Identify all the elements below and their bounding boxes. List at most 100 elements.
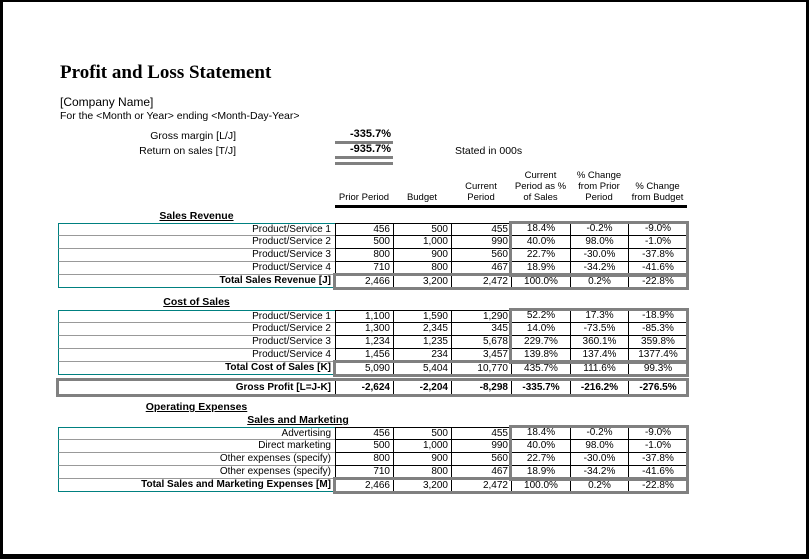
pct-cell[interactable]: 18.9% [511, 262, 570, 275]
value-cell[interactable]: 1,000 [393, 236, 451, 249]
pct-cell[interactable]: -30.0% [570, 249, 628, 262]
value-cell[interactable]: 500 [393, 223, 451, 236]
value-cell[interactable]: 500 [335, 440, 393, 453]
value-cell[interactable]: 1,300 [335, 323, 393, 336]
total-value-cell[interactable]: -22.8% [628, 479, 687, 492]
value-cell[interactable]: 500 [393, 427, 451, 440]
total-value-cell[interactable]: 0.2% [570, 275, 628, 288]
company-name-placeholder[interactable]: [Company Name] [60, 95, 154, 109]
pct-cell[interactable]: 1377.4% [628, 349, 687, 362]
value-cell[interactable]: 3,457 [451, 349, 511, 362]
value-cell[interactable]: 560 [451, 249, 511, 262]
pct-cell[interactable]: 360.1% [570, 336, 628, 349]
pct-cell[interactable]: -18.9% [628, 310, 687, 323]
value-cell[interactable]: 1,235 [393, 336, 451, 349]
pct-cell[interactable]: -34.2% [570, 262, 628, 275]
gross-margin-value[interactable]: -335.7% [335, 128, 393, 144]
pct-cell[interactable]: -73.5% [570, 323, 628, 336]
pct-cell[interactable]: -0.2% [570, 223, 628, 236]
value-cell[interactable]: 800 [335, 453, 393, 466]
value-cell[interactable]: 560 [451, 453, 511, 466]
pct-cell[interactable]: -9.0% [628, 427, 687, 440]
total-value-cell[interactable]: 435.7% [511, 362, 570, 375]
value-cell[interactable]: 455 [451, 427, 511, 440]
value-cell[interactable]: 900 [393, 453, 451, 466]
value-cell[interactable]: 2,345 [393, 323, 451, 336]
pct-cell[interactable]: 18.4% [511, 223, 570, 236]
value-cell[interactable]: 800 [393, 466, 451, 479]
pct-cell[interactable]: 18.4% [511, 427, 570, 440]
value-cell[interactable]: 1,456 [335, 349, 393, 362]
pct-cell[interactable]: -9.0% [628, 223, 687, 236]
total-value-cell[interactable]: 111.6% [570, 362, 628, 375]
pct-cell[interactable]: 98.0% [570, 236, 628, 249]
pct-cell[interactable]: -1.0% [628, 236, 687, 249]
value-cell[interactable]: 345 [451, 323, 511, 336]
gross-profit-value-cell[interactable]: -276.5% [628, 380, 687, 395]
value-cell[interactable]: 900 [393, 249, 451, 262]
value-cell[interactable]: 800 [393, 262, 451, 275]
value-cell[interactable]: 500 [335, 236, 393, 249]
value-cell[interactable]: 1,590 [393, 310, 451, 323]
total-value-cell[interactable]: 10,770 [451, 362, 511, 375]
pct-cell[interactable]: -37.8% [628, 453, 687, 466]
pct-cell[interactable]: -34.2% [570, 466, 628, 479]
pct-cell[interactable]: -30.0% [570, 453, 628, 466]
gross-profit-value-cell[interactable]: -335.7% [511, 380, 570, 395]
total-value-cell[interactable]: 2,466 [335, 275, 393, 288]
value-cell[interactable]: 234 [393, 349, 451, 362]
total-value-cell[interactable]: 0.2% [570, 479, 628, 492]
total-value-cell[interactable]: -22.8% [628, 275, 687, 288]
pct-cell[interactable]: -41.6% [628, 262, 687, 275]
pct-cell[interactable]: 22.7% [511, 453, 570, 466]
total-value-cell[interactable]: 2,472 [451, 275, 511, 288]
pct-cell[interactable]: 137.4% [570, 349, 628, 362]
value-cell[interactable]: 467 [451, 262, 511, 275]
pct-cell[interactable]: 17.3% [570, 310, 628, 323]
pct-cell[interactable]: 14.0% [511, 323, 570, 336]
value-cell[interactable]: 990 [451, 440, 511, 453]
pct-cell[interactable]: 139.8% [511, 349, 570, 362]
value-cell[interactable]: 990 [451, 236, 511, 249]
pct-cell[interactable]: -37.8% [628, 249, 687, 262]
gross-profit-value-cell[interactable]: -2,204 [393, 380, 451, 395]
value-cell[interactable]: 800 [335, 249, 393, 262]
total-value-cell[interactable]: 100.0% [511, 479, 570, 492]
value-cell[interactable]: 455 [451, 223, 511, 236]
pct-cell[interactable]: -85.3% [628, 323, 687, 336]
value-cell[interactable]: 456 [335, 427, 393, 440]
gross-profit-value-cell[interactable]: -216.2% [570, 380, 628, 395]
value-cell[interactable]: 1,000 [393, 440, 451, 453]
pct-cell[interactable]: 18.9% [511, 466, 570, 479]
value-cell[interactable]: 467 [451, 466, 511, 479]
return-on-sales-value[interactable]: -935.7% [335, 143, 393, 159]
pct-cell[interactable]: 40.0% [511, 236, 570, 249]
pct-cell[interactable]: 98.0% [570, 440, 628, 453]
value-cell[interactable]: 1,234 [335, 336, 393, 349]
pct-cell[interactable]: 229.7% [511, 336, 570, 349]
total-value-cell[interactable]: 3,200 [393, 275, 451, 288]
gross-profit-value-cell[interactable]: -8,298 [451, 380, 511, 395]
gross-profit-value-cell[interactable]: -2,624 [335, 380, 393, 395]
value-cell[interactable]: 1,290 [451, 310, 511, 323]
value-cell[interactable]: 456 [335, 223, 393, 236]
pct-cell[interactable]: 40.0% [511, 440, 570, 453]
period-line[interactable]: For the <Month or Year> ending <Month-Da… [60, 110, 300, 122]
value-cell[interactable]: 710 [335, 466, 393, 479]
pct-cell[interactable]: -1.0% [628, 440, 687, 453]
value-cell[interactable]: 5,678 [451, 336, 511, 349]
total-value-cell[interactable]: 100.0% [511, 275, 570, 288]
pct-cell[interactable]: 22.7% [511, 249, 570, 262]
pct-cell[interactable]: -0.2% [570, 427, 628, 440]
total-value-cell[interactable]: 99.3% [628, 362, 687, 375]
value-cell[interactable]: 1,100 [335, 310, 393, 323]
pct-cell[interactable]: -41.6% [628, 466, 687, 479]
total-value-cell[interactable]: 2,466 [335, 479, 393, 492]
pct-cell[interactable]: 52.2% [511, 310, 570, 323]
total-value-cell[interactable]: 5,090 [335, 362, 393, 375]
pct-cell[interactable]: 359.8% [628, 336, 687, 349]
value-cell[interactable]: 710 [335, 262, 393, 275]
total-value-cell[interactable]: 2,472 [451, 479, 511, 492]
total-value-cell[interactable]: 3,200 [393, 479, 451, 492]
total-value-cell[interactable]: 5,404 [393, 362, 451, 375]
